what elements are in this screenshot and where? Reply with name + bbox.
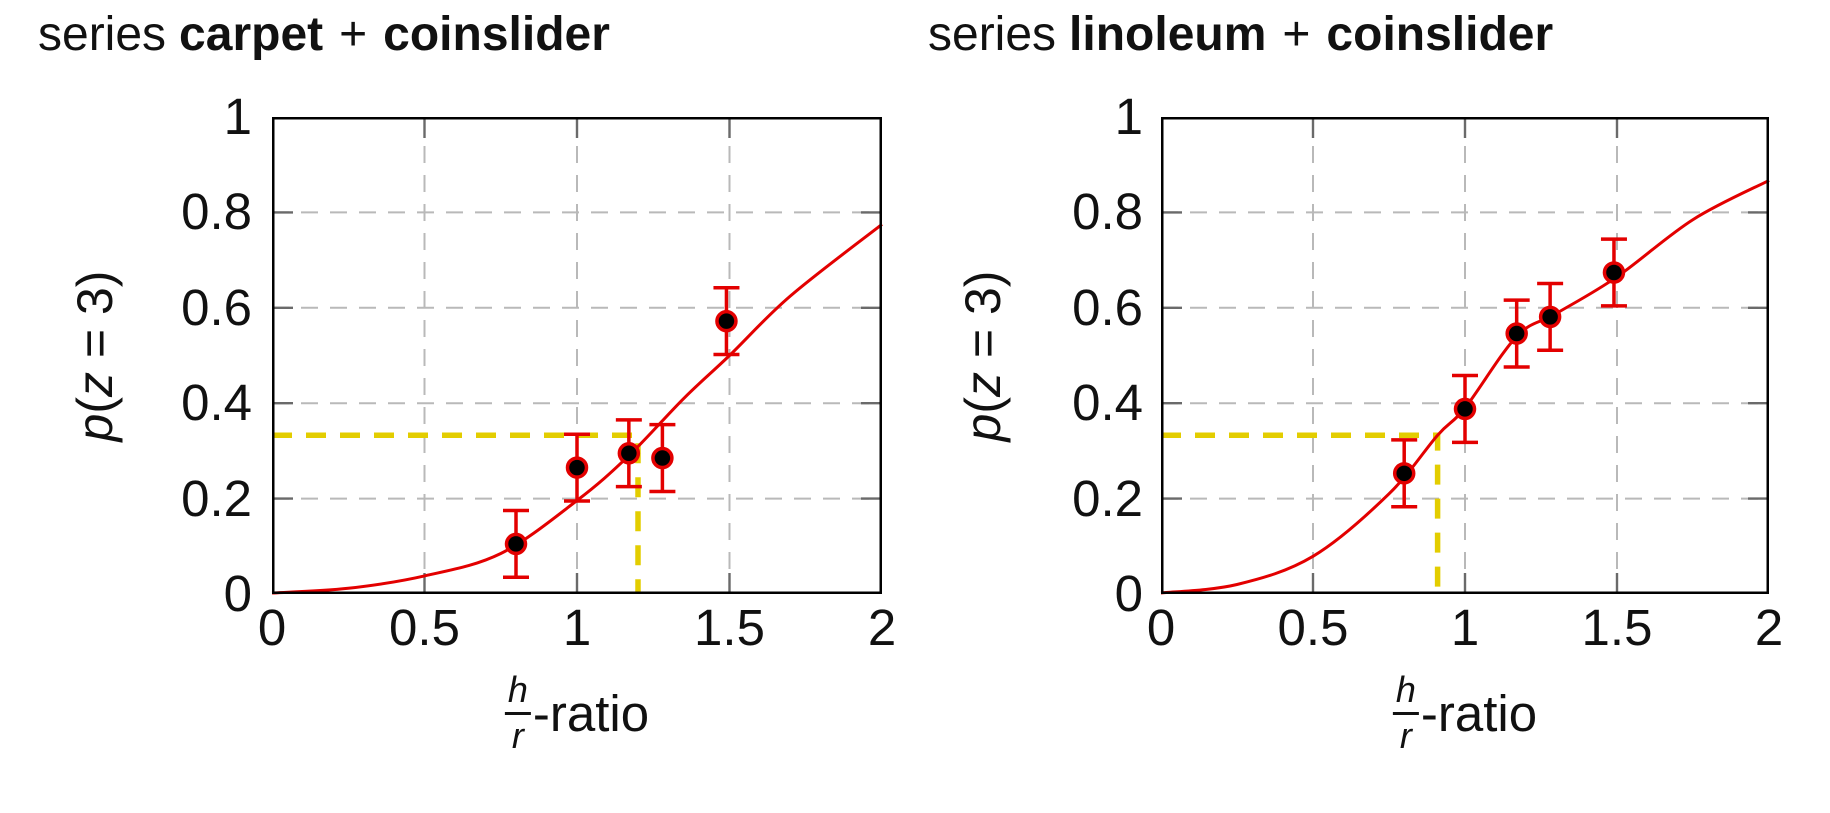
plot-area-linoleum — [1160, 117, 1770, 595]
x-tick-label: 0.5 — [389, 599, 460, 656]
xlabel-suffix: -ratio — [1420, 684, 1538, 742]
x-tick-label: 2 — [867, 599, 897, 656]
y-tick-label: 0.8 — [181, 183, 252, 241]
fraction-numerator: h — [504, 671, 531, 715]
axis-frame — [272, 117, 882, 594]
axis-frame — [1161, 117, 1769, 594]
data-point — [1505, 322, 1528, 345]
fit-curve — [271, 223, 883, 595]
x-tick-label: 0 — [257, 599, 287, 656]
x-tick-label: 1 — [562, 599, 592, 656]
title-prefix: series — [928, 8, 1057, 61]
data-point — [1392, 462, 1416, 485]
y-tick-label: 0.8 — [1072, 183, 1143, 241]
x-tick-label: 0.5 — [1277, 599, 1349, 656]
title-series-a: carpet — [179, 8, 324, 61]
tick-marks — [1161, 117, 1769, 594]
y-tick-label: 0.2 — [1072, 469, 1143, 527]
data-points — [1392, 261, 1626, 485]
title-series-b: coinslider — [1326, 8, 1554, 61]
plot-area-carpet — [271, 117, 883, 595]
y-tick-label: 1 — [223, 88, 252, 145]
x-tick-label: 1.5 — [1581, 599, 1653, 656]
gridlines — [1161, 117, 1769, 594]
tick-marks — [272, 117, 882, 594]
data-point — [1538, 305, 1562, 329]
y-tick-label: 0.4 — [181, 374, 252, 432]
x-tick-label: 0 — [1146, 599, 1176, 656]
x-axis-label: h r -ratio — [1392, 671, 1538, 756]
data-point — [715, 309, 738, 333]
data-point — [565, 456, 589, 479]
y-tick-label: 1 — [1114, 88, 1143, 145]
x-tick-label: 1 — [1450, 599, 1480, 656]
plus-sign: + — [339, 8, 368, 61]
data-point — [617, 442, 641, 465]
y-tick-label: 0.6 — [1072, 278, 1143, 336]
y-tick-label: 0.6 — [181, 278, 252, 336]
data-points — [504, 309, 738, 556]
error-bars — [1391, 237, 1627, 509]
y-tick-label: 0.2 — [181, 469, 252, 527]
title-prefix: series — [38, 8, 167, 61]
y-tick-label: 0.4 — [1072, 374, 1143, 432]
x-tick-label: 2 — [1754, 599, 1784, 656]
error-bars — [503, 286, 740, 580]
title-series-a: linoleum — [1069, 8, 1267, 61]
plus-sign: + — [1282, 8, 1311, 61]
data-point — [504, 532, 528, 556]
gridlines — [272, 117, 882, 594]
fraction-numerator: h — [1392, 671, 1419, 715]
threshold-line — [272, 432, 641, 594]
x-tick-label: 1.5 — [694, 599, 765, 656]
x-axis-label: h r -ratio — [504, 671, 650, 756]
y-tick-label: 0 — [223, 565, 252, 622]
data-point — [1602, 261, 1626, 284]
xlabel-suffix: -ratio — [532, 684, 650, 742]
threshold-line — [1161, 432, 1441, 594]
fraction-denominator: r — [1399, 714, 1412, 756]
fraction-denominator: r — [511, 714, 524, 756]
plot-title-carpet: series carpet + coinslider — [38, 6, 610, 64]
title-series-b: coinslider — [383, 8, 610, 61]
y-tick-label: 0 — [1114, 565, 1143, 622]
plot-title-linoleum: series linoleum + coinslider — [928, 6, 1553, 64]
data-point — [651, 446, 674, 470]
data-point — [1453, 397, 1477, 421]
